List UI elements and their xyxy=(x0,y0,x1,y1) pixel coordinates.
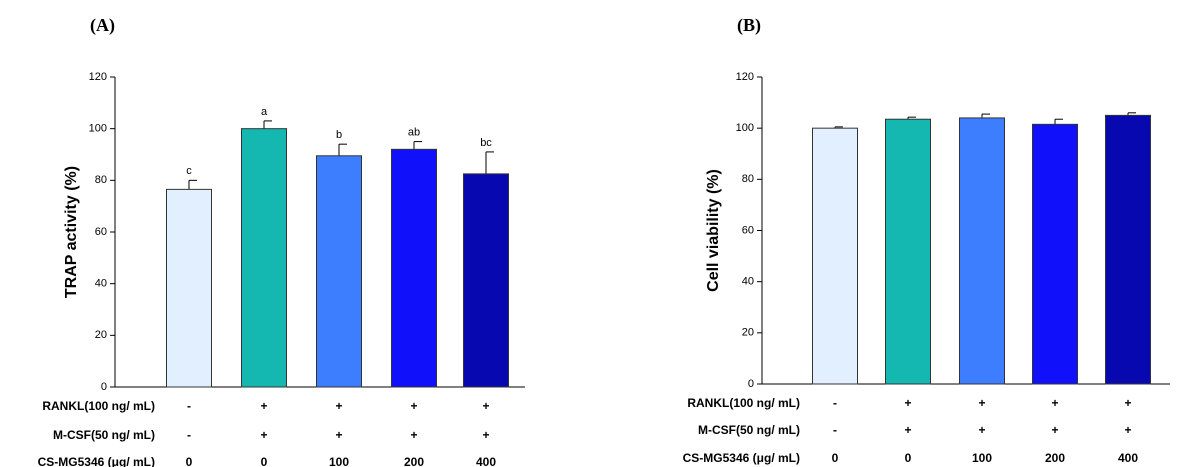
significance-letter: bc xyxy=(480,137,492,149)
treatment-label: M-CSF(50 ng/ mL) xyxy=(698,423,800,437)
bar xyxy=(959,117,1005,385)
y-tick-label: 40 xyxy=(742,276,754,288)
y-tick-label: 0 xyxy=(101,381,107,393)
y-tick-label: 0 xyxy=(748,378,754,390)
bar xyxy=(812,127,858,385)
y-axis-label: TRAP activity (%) xyxy=(63,166,80,298)
treatment-value: - xyxy=(187,399,191,413)
chart-title: (A) xyxy=(90,15,115,36)
treatment-label: RANKL(100 ng/ mL) xyxy=(687,396,800,410)
y-tick-label: 60 xyxy=(742,224,754,236)
bar xyxy=(391,148,437,388)
treatment-label: RANKL(100 ng/ mL) xyxy=(42,399,155,413)
treatment-value: - xyxy=(833,423,837,437)
significance-letter: b xyxy=(336,129,342,141)
significance-letter: c xyxy=(186,165,192,177)
treatment-label: CS-MG5346 (μg/ mL) xyxy=(38,455,155,467)
treatment-value: + xyxy=(1051,396,1058,410)
treatment-label: CS-MG5346 (μg/ mL) xyxy=(683,451,800,465)
treatment-value: 200 xyxy=(1045,451,1065,465)
treatment-value: 0 xyxy=(832,451,839,465)
y-tick-label: 120 xyxy=(736,71,754,83)
y-tick-label: 60 xyxy=(95,226,107,238)
y-tick-label: 40 xyxy=(95,278,107,290)
y-tick-label: 80 xyxy=(742,173,754,185)
bar xyxy=(885,118,931,385)
treatment-value: + xyxy=(335,399,342,413)
chart-title: (B) xyxy=(737,15,761,36)
y-tick-label: 120 xyxy=(89,71,107,83)
treatment-value: + xyxy=(1124,396,1131,410)
treatment-value: + xyxy=(978,396,985,410)
bar xyxy=(241,128,287,388)
treatment-value: + xyxy=(904,396,911,410)
y-tick-label: 20 xyxy=(742,327,754,339)
y-tick-label: 100 xyxy=(736,122,754,134)
treatment-value: - xyxy=(187,428,191,442)
treatment-value: 0 xyxy=(905,451,912,465)
treatment-value: 0 xyxy=(186,455,193,467)
treatment-value: + xyxy=(1051,423,1058,437)
treatment-label: M-CSF(50 ng/ mL) xyxy=(53,428,155,442)
treatment-value: + xyxy=(410,399,417,413)
treatment-value: 100 xyxy=(329,455,349,467)
treatment-value: + xyxy=(978,423,985,437)
significance-letter: ab xyxy=(408,126,420,138)
treatment-value: 0 xyxy=(261,455,268,467)
treatment-value: 200 xyxy=(404,455,424,467)
treatment-value: + xyxy=(410,428,417,442)
treatment-value: + xyxy=(260,428,267,442)
treatment-value: - xyxy=(833,396,837,410)
bar xyxy=(463,173,509,388)
y-tick-label: 100 xyxy=(89,123,107,135)
treatment-value: 100 xyxy=(972,451,992,465)
y-tick-label: 80 xyxy=(95,174,107,186)
treatment-value: 400 xyxy=(1118,451,1138,465)
bar xyxy=(1032,123,1078,385)
bar xyxy=(166,188,212,388)
treatment-value: + xyxy=(1124,423,1131,437)
y-tick-label: 20 xyxy=(95,329,107,341)
treatment-value: + xyxy=(482,428,489,442)
bar xyxy=(1105,114,1151,385)
treatment-value: 400 xyxy=(476,455,496,467)
treatment-value: + xyxy=(482,399,489,413)
bar xyxy=(316,155,362,388)
treatment-value: + xyxy=(904,423,911,437)
significance-letter: a xyxy=(261,106,268,118)
treatment-value: + xyxy=(260,399,267,413)
y-axis-label: Cell viability (%) xyxy=(705,169,722,292)
treatment-value: + xyxy=(335,428,342,442)
